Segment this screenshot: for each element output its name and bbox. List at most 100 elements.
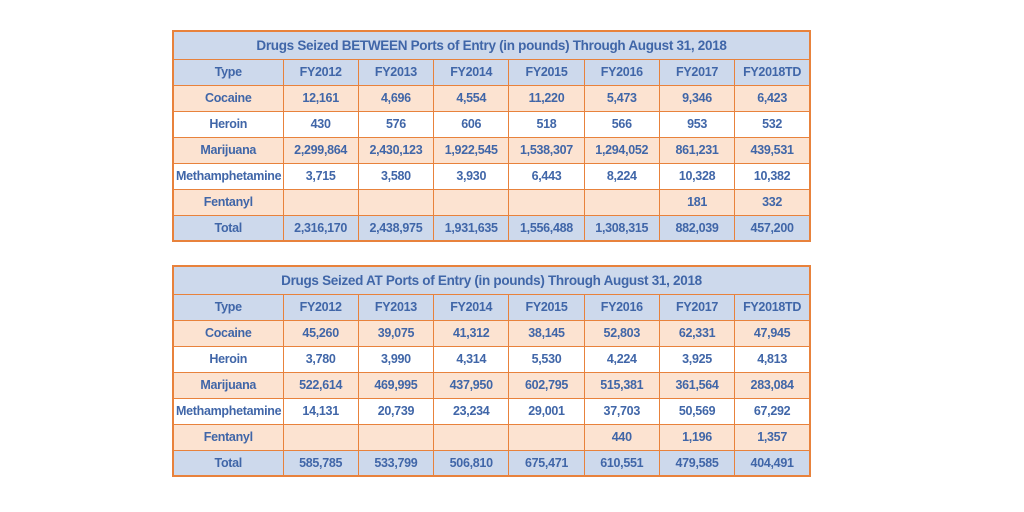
data-cell: 62,331 [658,319,736,347]
data-cell [433,423,510,451]
data-cell: 5,473 [583,84,660,112]
data-cell: 437,950 [433,371,510,399]
data-cell [433,188,510,216]
row-label: Cocaine [172,84,284,112]
table-row-methamphetamine: Methamphetamine 3,715 3,580 3,930 6,443 8,224… [172,162,811,190]
table-drugs-seized-at-ports: Drugs Seized AT Ports of Entry (in pound… [172,265,811,477]
data-cell: 3,990 [357,345,435,373]
column-header-fy2012: FY2012 [282,58,359,86]
tables-container: Drugs Seized BETWEEN Ports of Entry (in … [172,30,811,500]
data-cell [508,423,585,451]
table-title: Drugs Seized BETWEEN Ports of Entry (in … [172,30,811,60]
data-cell: 1,357 [734,423,811,451]
table-title: Drugs Seized AT Ports of Entry (in pound… [172,265,811,295]
data-cell: 37,703 [583,397,660,425]
column-header-fy2018td: FY2018TD [734,58,811,86]
data-cell: 606 [433,110,510,138]
data-cell: 2,299,864 [282,136,359,164]
table-row-methamphetamine: Methamphetamine 14,131 20,739 23,234 29,001 3… [172,397,811,425]
column-header-fy2017: FY2017 [658,58,736,86]
header-row: Type FY2012 FY2013 FY2014 FY2015 FY2016 … [172,293,811,321]
data-cell: 12,161 [282,84,359,112]
column-header-fy2016: FY2016 [583,293,660,321]
data-cell: 566 [583,110,660,138]
data-cell: 610,551 [583,449,660,477]
table-row-total: Total 585,785 533,799 506,810 675,471 610,551… [172,449,811,477]
data-cell: 2,430,123 [357,136,435,164]
data-cell: 4,224 [583,345,660,373]
column-header-fy2014: FY2014 [433,58,510,86]
column-header-type: Type [172,58,284,86]
data-cell: 47,945 [734,319,811,347]
data-cell: 4,696 [357,84,435,112]
table-row-fentanyl: Fentanyl 440 1,196 1,357 [172,423,811,451]
data-cell: 38,145 [508,319,585,347]
data-cell: 181 [658,188,736,216]
data-cell: 3,925 [658,345,736,373]
data-cell: 522,614 [282,371,359,399]
table-drugs-seized-between-ports: Drugs Seized BETWEEN Ports of Entry (in … [172,30,811,242]
row-label: Heroin [172,345,284,373]
data-cell: 532 [734,110,811,138]
data-cell: 1,308,315 [583,214,660,242]
column-header-fy2013: FY2013 [357,293,435,321]
row-label: Total [172,449,284,477]
row-label: Fentanyl [172,188,284,216]
data-cell: 1,556,488 [508,214,585,242]
data-cell: 9,346 [658,84,736,112]
data-cell: 439,531 [734,136,811,164]
table-row-cocaine: Cocaine 45,260 39,075 41,312 38,145 52,803 62,… [172,319,811,347]
column-header-type: Type [172,293,284,321]
data-cell: 45,260 [282,319,359,347]
data-cell: 5,530 [508,345,585,373]
data-cell: 1,931,635 [433,214,510,242]
table-row-marijuana: Marijuana 2,299,864 2,430,123 1,922,545 1,53… [172,136,811,164]
data-cell: 4,554 [433,84,510,112]
data-cell: 675,471 [508,449,585,477]
data-cell [508,188,585,216]
header-row: Type FY2012 FY2013 FY2014 FY2015 FY2016 … [172,58,811,86]
data-cell [357,188,435,216]
data-cell: 11,220 [508,84,585,112]
row-label: Marijuana [172,136,284,164]
data-cell: 10,328 [658,162,736,190]
data-cell: 29,001 [508,397,585,425]
data-cell: 430 [282,110,359,138]
table-row-heroin: Heroin 430 576 606 518 566 953 532 [172,110,811,138]
row-label: Fentanyl [172,423,284,451]
column-header-fy2014: FY2014 [433,293,510,321]
data-cell: 8,224 [583,162,660,190]
data-cell: 3,930 [433,162,510,190]
data-cell: 4,813 [734,345,811,373]
column-header-fy2015: FY2015 [508,293,585,321]
data-cell: 882,039 [658,214,736,242]
data-cell: 20,739 [357,397,435,425]
data-cell: 2,438,975 [357,214,435,242]
row-label: Cocaine [172,319,284,347]
data-cell [282,423,359,451]
data-cell: 1,922,545 [433,136,510,164]
data-cell: 67,292 [734,397,811,425]
row-label: Marijuana [172,371,284,399]
row-label: Heroin [172,110,284,138]
table-row-fentanyl: Fentanyl 181 332 [172,188,811,216]
table-row-cocaine: Cocaine 12,161 4,696 4,554 11,220 5,473 9,346 6… [172,84,811,112]
data-cell: 585,785 [282,449,359,477]
data-cell: 1,294,052 [583,136,660,164]
row-label: Total [172,214,284,242]
data-cell: 457,200 [734,214,811,242]
data-cell: 1,196 [658,423,736,451]
data-cell: 404,491 [734,449,811,477]
data-cell: 533,799 [357,449,435,477]
column-header-fy2017: FY2017 [658,293,736,321]
data-cell [357,423,435,451]
data-cell: 2,316,170 [282,214,359,242]
table-row-marijuana: Marijuana 522,614 469,995 437,950 602,795 515… [172,371,811,399]
data-cell: 10,382 [734,162,811,190]
row-label: Methamphetamine [172,397,284,425]
data-cell: 4,314 [433,345,510,373]
column-header-fy2015: FY2015 [508,58,585,86]
data-cell: 283,084 [734,371,811,399]
data-cell [583,188,660,216]
